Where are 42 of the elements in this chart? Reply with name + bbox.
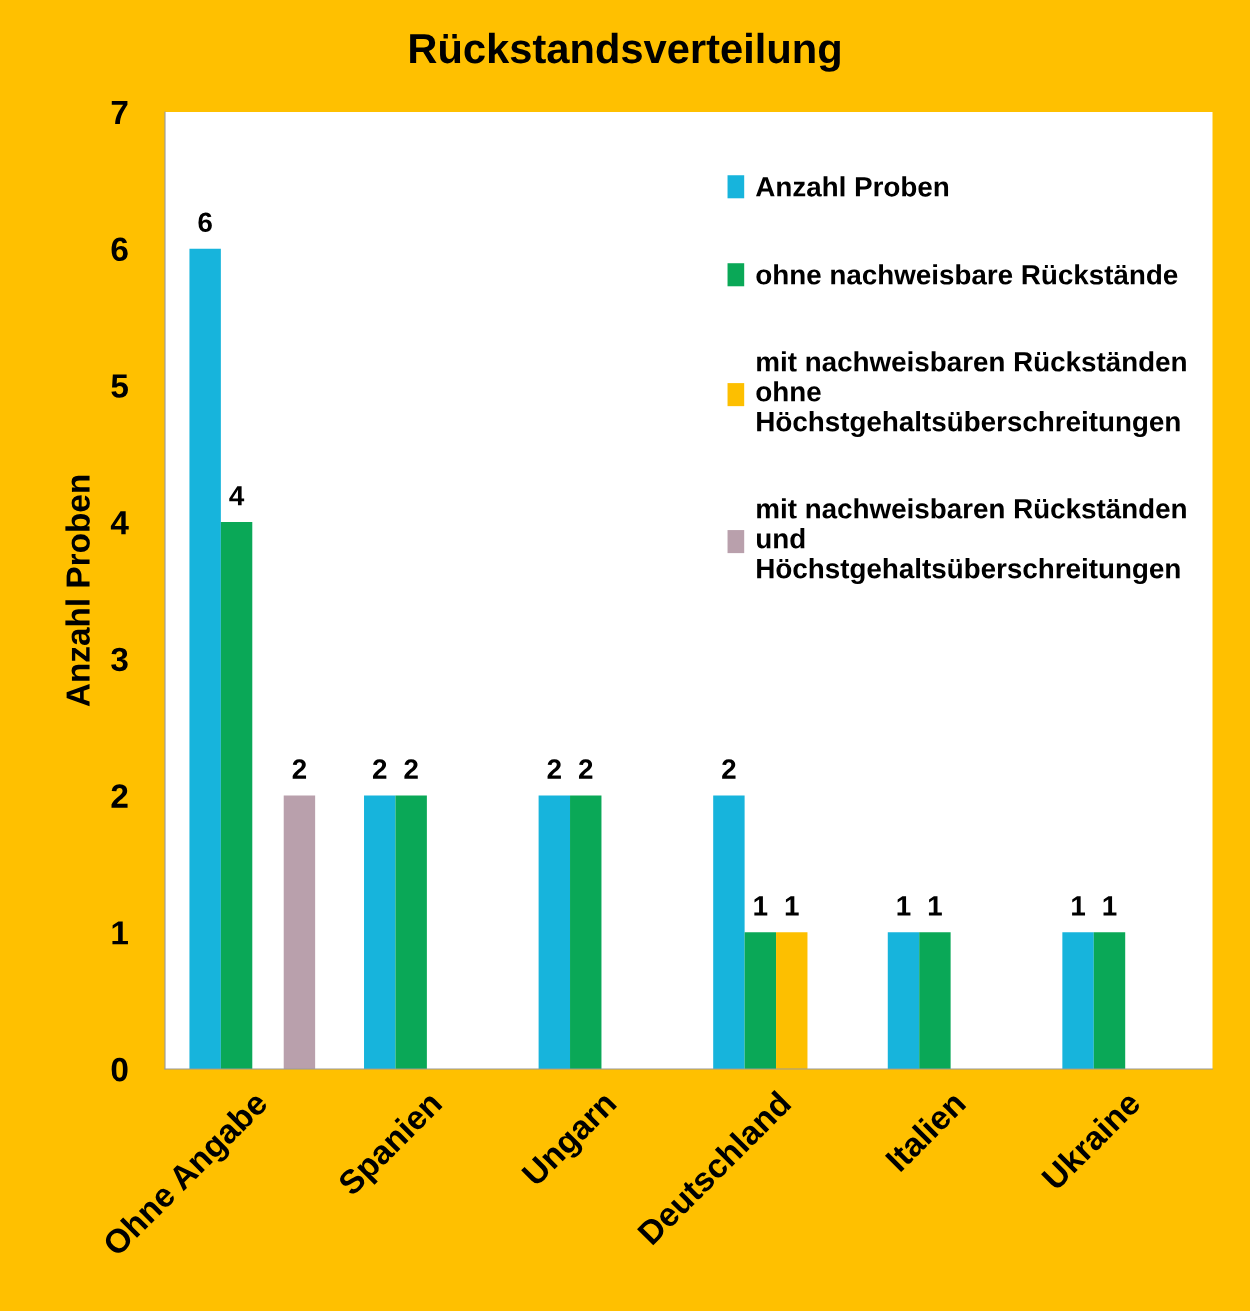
data-label: 2	[372, 759, 387, 779]
y-tick-label: 0	[111, 1057, 128, 1082]
bar	[919, 932, 951, 1069]
bar	[887, 932, 920, 1069]
data-label: 1	[897, 896, 911, 916]
bar	[713, 795, 745, 1069]
legend-label: Anzahl Proben	[756, 176, 949, 197]
bar	[395, 795, 427, 1069]
y-tick-label: 3	[111, 647, 128, 672]
y-tick-label: 5	[111, 374, 128, 398]
y-tick-label: 4	[110, 511, 129, 535]
y-tick-label: 2	[111, 784, 128, 808]
bar	[1062, 932, 1094, 1069]
data-label: 1	[1072, 896, 1086, 916]
bar	[283, 795, 316, 1069]
bar	[538, 795, 571, 1069]
data-label: 6	[198, 212, 212, 233]
chart-title: Rückstandsverteilung	[410, 32, 840, 72]
bar	[744, 932, 777, 1069]
data-label: 1	[928, 896, 942, 916]
data-label: 1	[785, 896, 799, 916]
bar	[776, 932, 808, 1069]
data-label: 1	[1103, 896, 1117, 916]
data-label: 2	[722, 759, 736, 779]
data-label: 4	[229, 486, 245, 506]
legend-label: ohne nachweisbare Rückstände	[756, 264, 1178, 285]
legend-label: mit nachweisbaren Rückständen ohne Höchstgehaltsüberschreitungen	[756, 351, 1186, 438]
bar	[189, 248, 221, 1069]
y-tick-label: 1	[112, 921, 128, 945]
y-tick-label: 7	[111, 101, 128, 125]
bar	[570, 795, 602, 1069]
data-label: 2	[292, 759, 307, 779]
bar	[220, 522, 253, 1069]
data-label: 2	[547, 759, 561, 779]
y-tick-label: 6	[111, 237, 128, 262]
data-label: 1	[754, 896, 768, 916]
legend-label: mit nachweisbaren Rückständen und Höchstgehaltsüberschreitungen	[757, 498, 1186, 585]
bar	[364, 795, 396, 1069]
y-axis-title: Anzahl Proben	[65, 475, 90, 707]
data-label: 2	[578, 759, 593, 779]
data-label: 2	[404, 759, 418, 779]
bar	[1093, 932, 1126, 1069]
